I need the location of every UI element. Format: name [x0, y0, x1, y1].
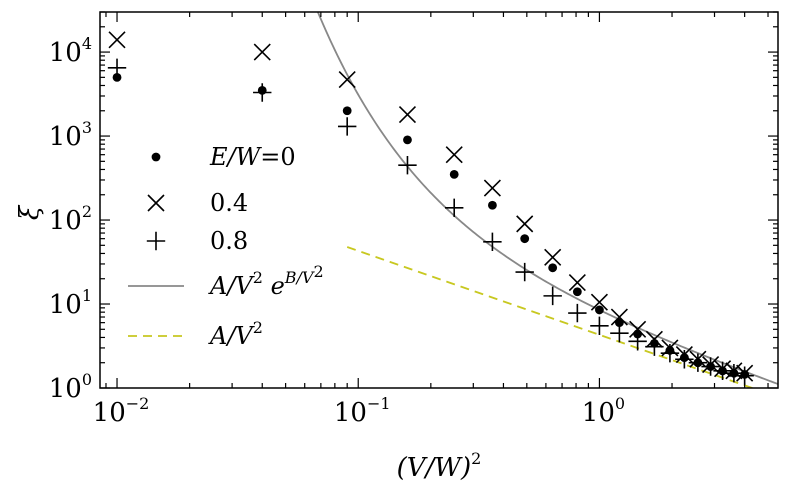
data-point	[488, 200, 497, 210]
data-point	[735, 366, 754, 385]
data-point	[713, 361, 732, 381]
data-point	[253, 83, 272, 102]
data-point	[688, 353, 708, 372]
plot-frame	[99, 11, 779, 389]
data-point	[645, 337, 664, 356]
data-point	[701, 357, 720, 376]
series-x	[108, 31, 754, 382]
data-point	[610, 323, 629, 343]
data-point	[568, 303, 587, 323]
y-tick-label: 102	[49, 202, 92, 236]
data-point	[520, 234, 530, 244]
data-point	[515, 262, 534, 282]
data-point	[614, 318, 624, 328]
curve-exp-fit	[316, 12, 778, 385]
data-point	[544, 248, 562, 266]
y-axis-title: ξ	[15, 204, 45, 220]
data-point	[724, 364, 744, 383]
data-point	[337, 117, 357, 136]
legend-marker-dot	[151, 152, 161, 162]
data-point	[398, 155, 417, 175]
data-point	[543, 286, 562, 306]
y-tick-label: 103	[49, 118, 92, 152]
data-point	[445, 146, 463, 164]
data-point	[342, 106, 352, 116]
y-tick-label: 104	[49, 34, 92, 68]
series-plus	[107, 58, 754, 385]
y-tick-label: 101	[49, 286, 92, 320]
data-point	[629, 320, 647, 338]
data-point	[610, 308, 628, 326]
data-point	[675, 350, 694, 369]
x-tick-label: 10−2	[93, 394, 150, 428]
legend-marker-x	[147, 194, 165, 212]
legend-label: A/V2	[208, 318, 263, 350]
data-point	[595, 305, 604, 315]
data-point	[112, 72, 122, 82]
data-point	[253, 43, 271, 61]
data-point	[445, 198, 464, 217]
legend-label: E/W=0	[209, 143, 296, 171]
data-point	[398, 106, 417, 124]
data-point	[483, 179, 501, 197]
x-tick-label: 10−1	[334, 394, 391, 428]
legend-marker-plus	[146, 231, 166, 251]
y-tick-label: 100	[49, 370, 92, 404]
data-point	[483, 232, 502, 252]
data-point	[590, 316, 609, 336]
data-point	[449, 169, 459, 179]
curve-power-law	[346, 246, 755, 388]
axis-ticks: 10−2 10−1 100 100 101 102 103 104	[49, 11, 778, 428]
data-point	[568, 274, 586, 292]
data-point	[107, 58, 127, 77]
legend-label: 0.4	[210, 189, 248, 217]
data-point	[590, 293, 608, 311]
series-dot	[112, 72, 750, 379]
data-point	[338, 71, 356, 89]
data-point	[108, 31, 126, 49]
data-point	[660, 343, 680, 363]
data-point	[572, 287, 582, 297]
legend-label: A/V2 eB/V2	[208, 262, 324, 300]
x-axis-title: (V/W)2	[397, 449, 482, 483]
data-point	[516, 215, 534, 233]
legend-label: 0.8	[210, 227, 248, 255]
x-tick-label: 100	[582, 394, 625, 428]
data-point	[628, 332, 647, 351]
plot-area	[107, 12, 778, 388]
legend: E/W=0 0.4 0.8 A/V2 eB/V2 A/V2	[128, 143, 324, 350]
data-point	[548, 263, 558, 273]
data-point	[403, 135, 412, 145]
